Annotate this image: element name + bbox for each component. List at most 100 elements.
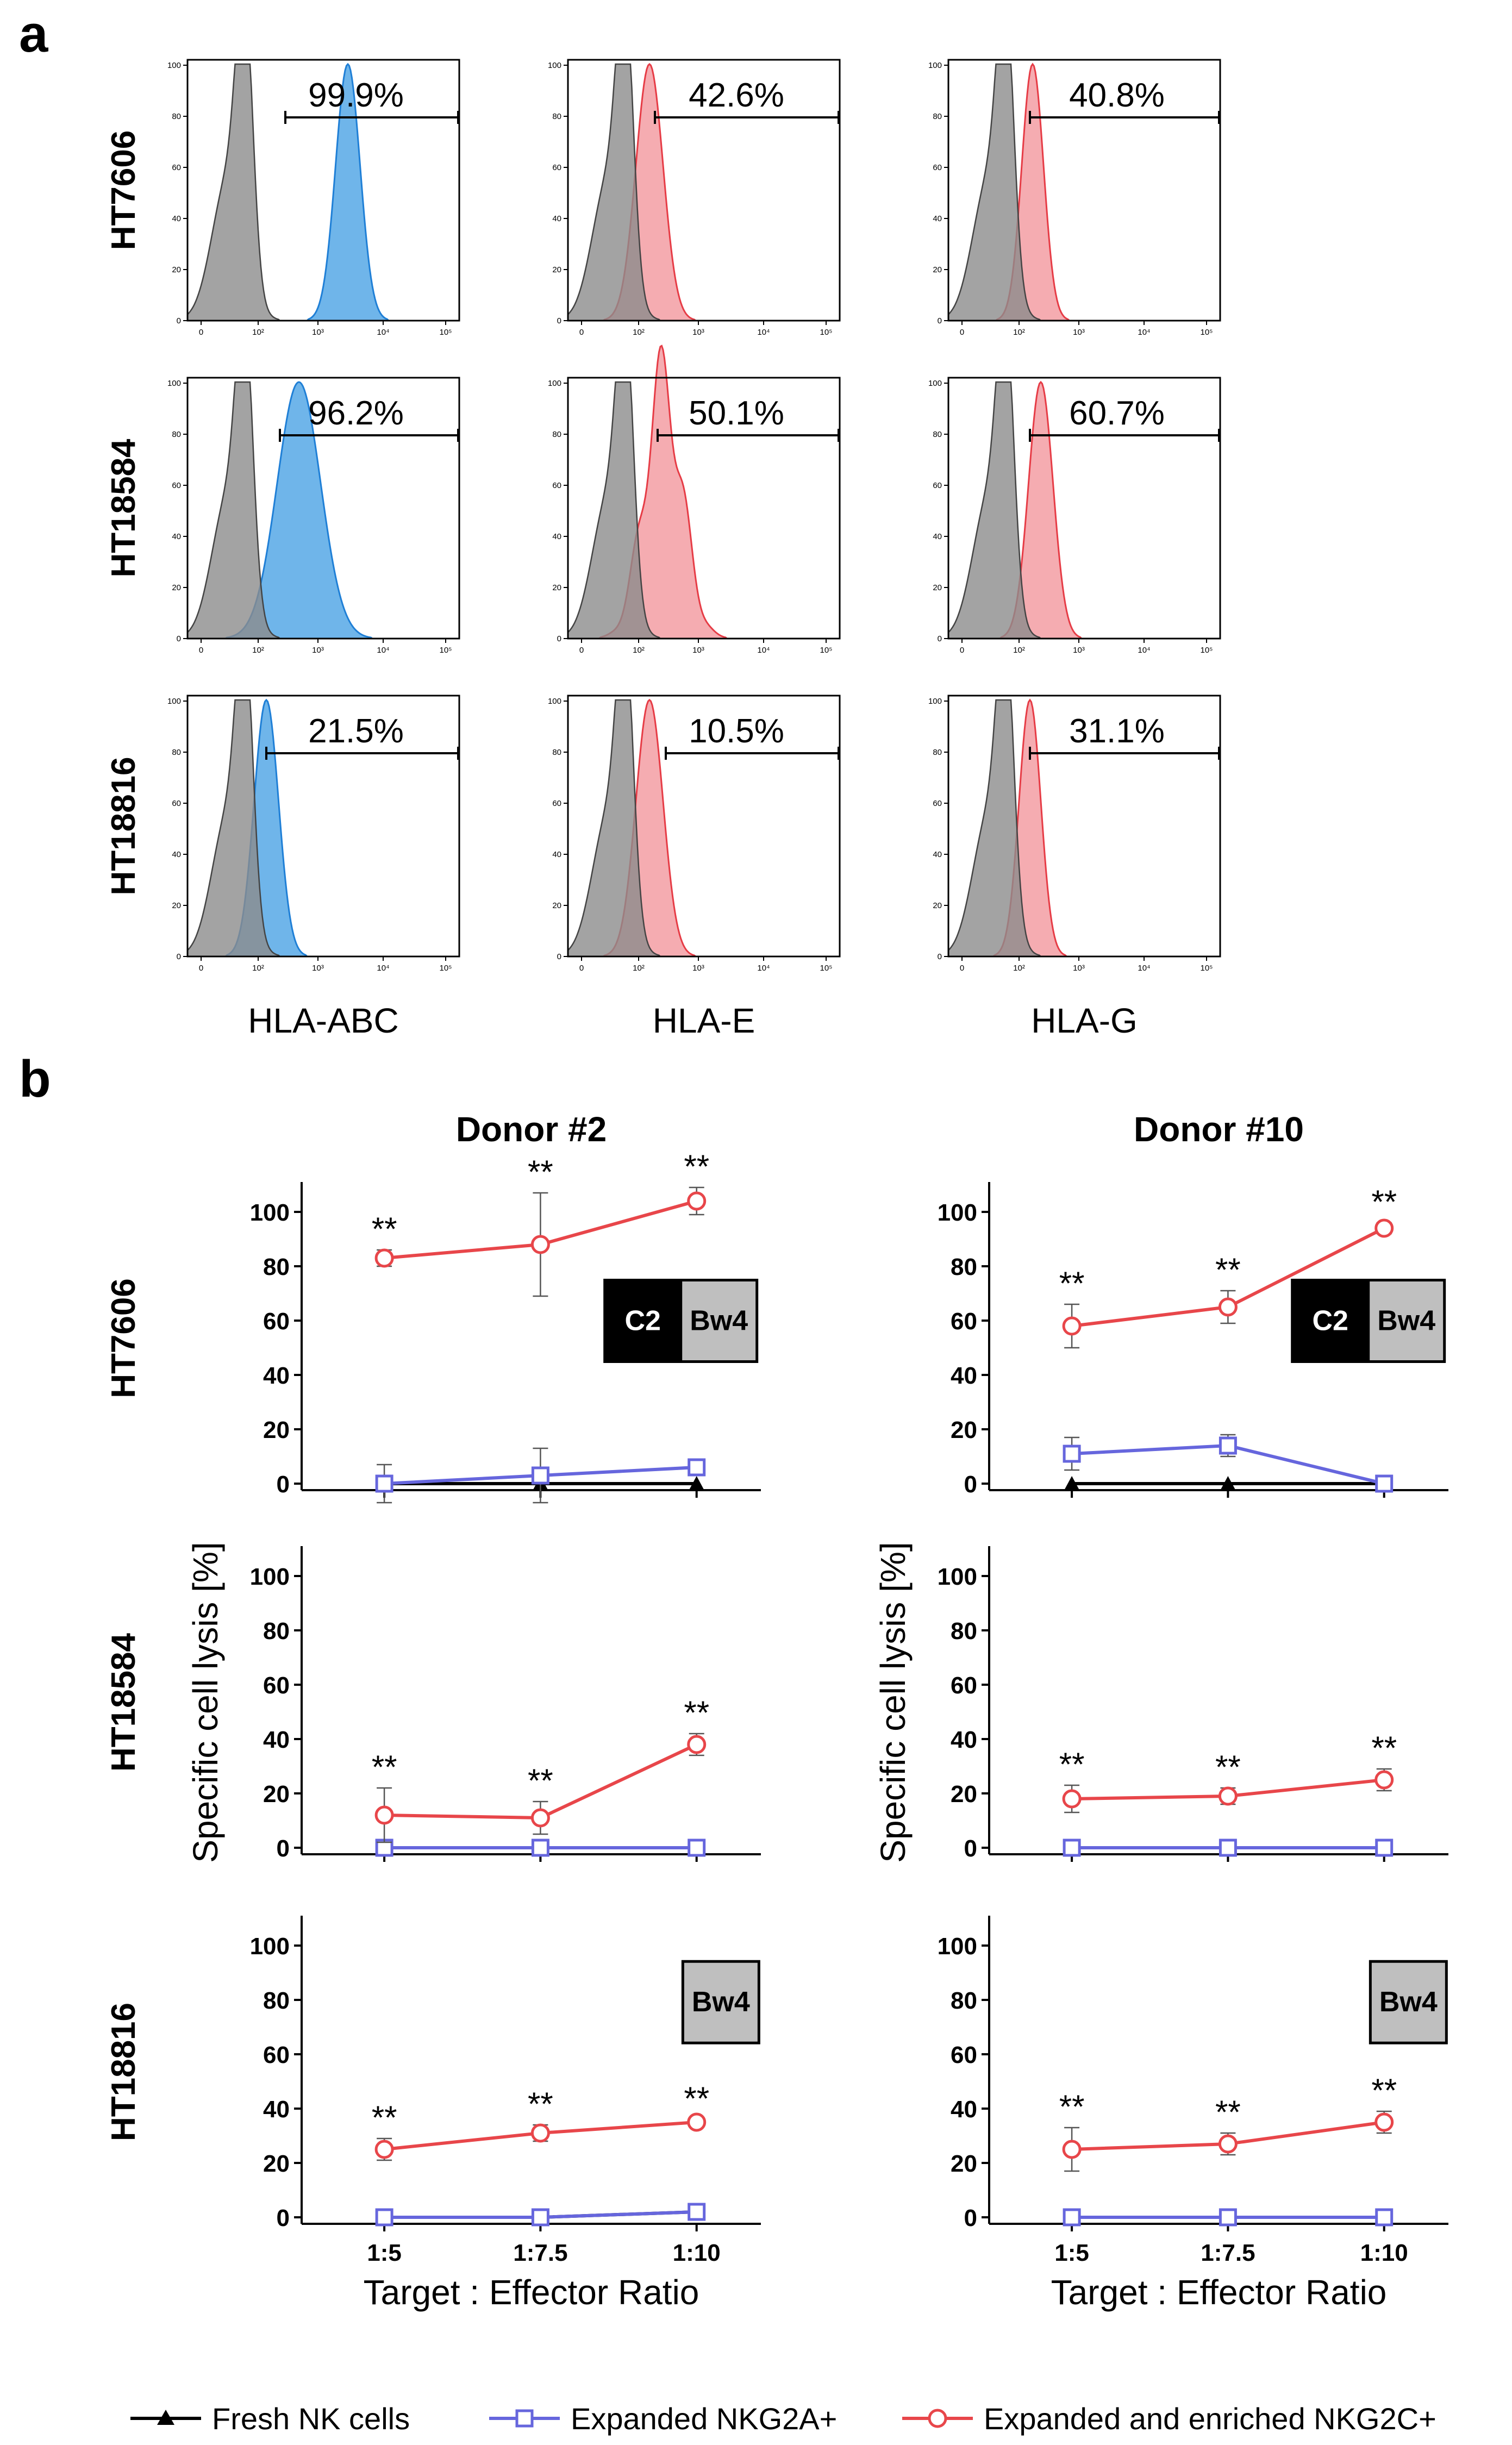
- y-tick-label: 0: [177, 952, 181, 961]
- data-point: [374, 1805, 394, 1825]
- row-label-b-2: HT18816: [105, 2003, 142, 2141]
- data-point: [1375, 1474, 1394, 1493]
- y-tick-label: 60: [933, 163, 942, 172]
- histogram-panel: 0 20 40 60 80 100 0 10² 10³ 10⁴ 10⁵ 50.1%: [548, 345, 841, 655]
- data-point: [1218, 1297, 1238, 1317]
- x-tick-label: 0: [199, 646, 203, 655]
- data-point: [1062, 1789, 1082, 1809]
- x-tick-label: 10⁵: [1201, 328, 1213, 337]
- histogram-control: [948, 64, 1220, 321]
- histogram-x-axis-label: HLA-ABC: [248, 1001, 398, 1040]
- gate-percentage: 21.5%: [308, 712, 404, 750]
- lysis-plot: 0 20 40 60 80 100 1:5 1:7.5 1:10 Target : Effecto…: [250, 1916, 761, 2312]
- x-tick-label: 1:5: [1054, 2240, 1089, 2266]
- histogram-control: [568, 700, 840, 956]
- y-tick-label: 100: [938, 1199, 977, 1226]
- bw4-box: [1367, 1279, 1446, 1363]
- y-tick-label: 20: [263, 1417, 290, 1443]
- x-tick-label: 10⁴: [1138, 646, 1150, 655]
- histogram-panel: 0 20 40 60 80 100 0 10² 10³ 10⁴ 10⁵ 96.2%: [167, 377, 460, 655]
- y-tick-label: 100: [167, 379, 181, 388]
- histogram-panel: 0 20 40 60 80 100 0 10² 10³ 10⁴ 10⁵ 99.9%: [167, 59, 460, 337]
- x-tick-label: 10⁴: [1138, 328, 1150, 337]
- x-tick-label: 10⁴: [1138, 964, 1150, 973]
- y-tick-label: 60: [933, 481, 942, 490]
- data-point: [374, 1248, 394, 1268]
- y-tick-label: 20: [263, 1781, 290, 1808]
- legend-label: Expanded and enriched NKG2C+: [984, 2402, 1436, 2436]
- histogram-frame: [186, 377, 460, 640]
- y-tick-label: 80: [951, 1987, 977, 2014]
- y-tick-label: 0: [938, 952, 942, 961]
- x-tick-label: 0: [579, 964, 584, 973]
- x-tick-label: 10⁴: [377, 646, 389, 655]
- y-tick-label: 40: [263, 1727, 290, 1753]
- x-tick-label: 10⁵: [1201, 646, 1213, 655]
- histogram-control: [948, 700, 1220, 956]
- legend-label: Fresh NK cells: [212, 2402, 410, 2436]
- histogram-frame: [567, 377, 841, 640]
- gate-percentage: 10.5%: [689, 712, 784, 750]
- y-tick-label: 40: [552, 850, 561, 859]
- data-point: [1374, 2112, 1394, 2132]
- x-tick-label: 0: [960, 964, 964, 973]
- significance-marker: **: [528, 2086, 553, 2122]
- x-tick-label: 10²: [633, 328, 645, 337]
- panel-b-lysis-plots: Donor #2 Donor #10 HT7606 HT18584 HT18816 0 20…: [105, 1110, 1448, 2312]
- data-point: [1374, 1218, 1394, 1238]
- data-point: [688, 1458, 706, 1477]
- y-axis-label: Specific cell lysis [%]: [186, 1542, 225, 1862]
- y-tick-label: 80: [933, 748, 942, 757]
- data-point: [1219, 1839, 1237, 1857]
- y-tick-label: 100: [938, 1564, 977, 1590]
- y-tick-label: 60: [951, 2042, 977, 2068]
- y-tick-label: 60: [263, 1672, 290, 1699]
- series-circle: [1062, 2110, 1394, 2172]
- significance-marker: **: [684, 1148, 709, 1185]
- x-tick-label: 10²: [252, 964, 264, 973]
- histogram-panel: 0 20 40 60 80 100 0 10² 10³ 10⁴ 10⁵ 10.5%: [548, 695, 841, 973]
- y-tick-label: 0: [277, 2205, 290, 2231]
- significance-marker: **: [1215, 1252, 1241, 1288]
- y-tick-label: 100: [548, 61, 561, 70]
- histogram-panel: 0 20 40 60 80 100 0 10² 10³ 10⁴ 10⁵ 31.1%: [928, 695, 1221, 973]
- histogram-panel: 0 20 40 60 80 100 0 10² 10³ 10⁴ 10⁵ 60.7%: [928, 377, 1221, 655]
- data-point: [1375, 2208, 1394, 2227]
- bw4-box: [1369, 1960, 1448, 2044]
- y-tick-label: 80: [172, 748, 181, 757]
- legend-label: Expanded NKG2A+: [571, 2402, 837, 2436]
- histogram-panel: 0 20 40 60 80 100 0 10² 10³ 10⁴ 10⁵ 40.8%: [928, 59, 1221, 337]
- gate-percentage: 60.7%: [1069, 395, 1165, 432]
- significance-marker: **: [1059, 1265, 1085, 1302]
- histogram-control: [568, 64, 840, 321]
- histogram-x-axis-label: HLA-G: [1031, 1001, 1138, 1040]
- x-tick-label: 10²: [633, 964, 645, 973]
- row-label-b-1: HT18584: [105, 1633, 142, 1772]
- data-point: [1062, 1316, 1082, 1336]
- histogram-frame: [567, 59, 841, 322]
- legend: Fresh NK cells Expanded NKG2A+ Expanded an…: [130, 2402, 1436, 2436]
- bw4-box: [679, 1279, 759, 1363]
- x-tick-label: 10⁵: [820, 964, 833, 973]
- y-tick-label: 60: [933, 799, 942, 808]
- c2-box: [603, 1279, 683, 1363]
- significance-marker: **: [1371, 1184, 1397, 1220]
- data-point: [531, 1466, 549, 1485]
- x-tick-label: 10³: [692, 328, 704, 337]
- histogram-frame: [947, 695, 1221, 958]
- y-tick-label: 60: [263, 1308, 290, 1335]
- lysis-plot: 0 20 40 60 80 100 ** ** ** C2 Bw4: [250, 1148, 761, 1504]
- y-tick-label: 60: [172, 481, 181, 490]
- bw4-box-label: Bw4: [690, 1305, 748, 1337]
- y-tick-label: 40: [263, 2096, 290, 2123]
- x-axis-label: Target : Effector Ratio: [364, 2273, 699, 2312]
- c2-box: [1291, 1279, 1370, 1363]
- data-point: [1219, 2208, 1237, 2227]
- y-tick-label: 40: [172, 850, 181, 859]
- y-tick-label: 80: [172, 430, 181, 439]
- y-axis-label: Specific cell lysis [%]: [873, 1542, 913, 1862]
- series-square: [1063, 2208, 1394, 2227]
- x-tick-label: 0: [579, 328, 584, 337]
- x-tick-label: 0: [199, 964, 203, 973]
